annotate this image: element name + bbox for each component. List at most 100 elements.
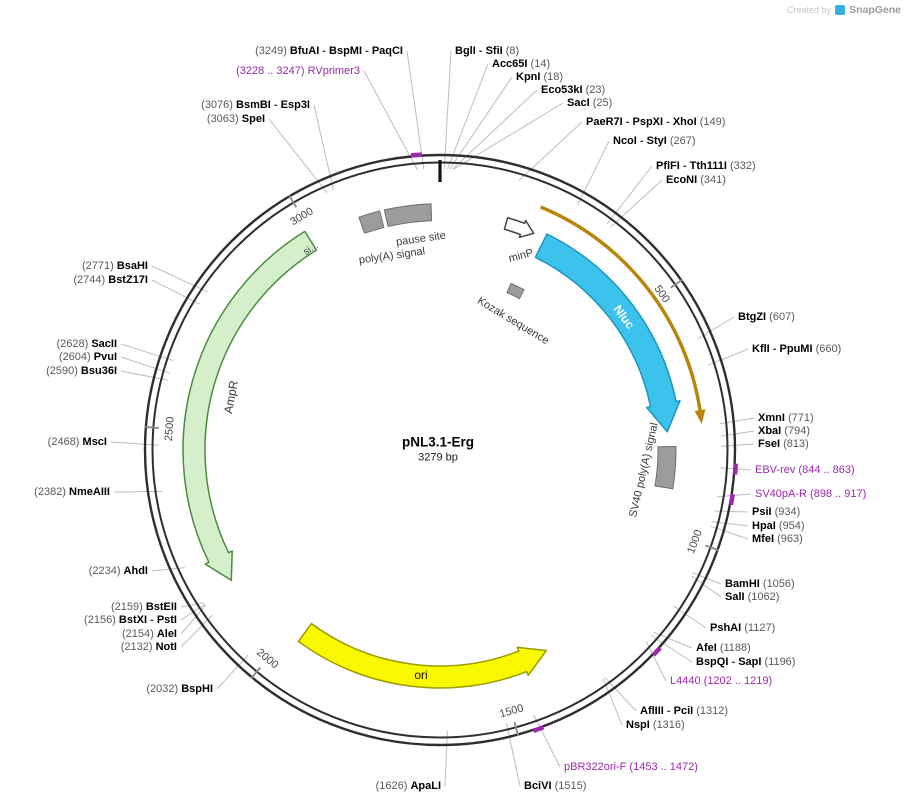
site-label-spei[interactable]: (3063) SpeI bbox=[207, 113, 265, 125]
site-label-paer7i[interactable]: PaeR7I - PspXI - XhoI (149) bbox=[586, 116, 725, 128]
feature-sv40-polya-signal-box[interactable] bbox=[654, 445, 677, 490]
leader-line bbox=[650, 635, 693, 663]
leader-line bbox=[577, 140, 610, 206]
site-position: (25) bbox=[592, 97, 613, 109]
enzyme-name: PaqCI bbox=[371, 45, 403, 57]
site-position: (898 .. 917) bbox=[810, 488, 867, 500]
leader-line bbox=[180, 602, 205, 608]
leader-line bbox=[151, 279, 201, 305]
enzyme-name: SalI bbox=[725, 591, 745, 603]
site-label-pflfi[interactable]: PflFI - Tth111I (332) bbox=[656, 160, 756, 172]
site-label-alei[interactable]: (2154) AleI bbox=[122, 628, 177, 640]
primer-mark-ebv-rev[interactable] bbox=[732, 463, 738, 475]
enzyme-name: KflI bbox=[752, 343, 770, 355]
site-label-eco53ki[interactable]: Eco53kI (23) bbox=[541, 84, 605, 96]
site-label-l4440[interactable]: L4440 (1202 .. 1219) bbox=[670, 675, 772, 687]
site-label-sv40pa-r[interactable]: SV40pA-R (898 .. 917) bbox=[755, 488, 866, 500]
feature-ampr[interactable] bbox=[182, 230, 318, 582]
enzyme-name: MscI bbox=[82, 436, 107, 448]
enzyme-name: Esp3I bbox=[280, 99, 310, 111]
site-label-btgzi[interactable]: BtgZI (607) bbox=[738, 311, 795, 323]
site-label-apali[interactable]: (1626) ApaLI bbox=[376, 780, 441, 792]
site-label-ncoi[interactable]: NcoI - StyI (267) bbox=[613, 135, 696, 147]
site-label-pshai[interactable]: PshAI (1127) bbox=[710, 622, 775, 634]
primer-mark-l4440[interactable] bbox=[651, 646, 662, 657]
site-label-psii[interactable]: PsiI (934) bbox=[752, 506, 800, 518]
feature-label-ori[interactable]: ori bbox=[414, 668, 428, 682]
site-label-xmni[interactable]: XmnI (771) bbox=[758, 412, 814, 424]
site-label-bsu36i[interactable]: (2590) Bsu36I bbox=[46, 365, 117, 377]
site-label-mfei[interactable]: MfeI (963) bbox=[752, 533, 803, 545]
site-label-bsteii[interactable]: (2159) BstEII bbox=[111, 601, 177, 613]
site-label-sali[interactable]: SalI (1062) bbox=[725, 591, 779, 603]
site-label-pvui[interactable]: (2604) PvuI bbox=[59, 351, 117, 363]
feature-kozak-box[interactable] bbox=[506, 282, 525, 300]
site-position: (771) bbox=[787, 412, 814, 424]
site-label-bgli[interactable]: BglI - SfiI (8) bbox=[455, 45, 519, 57]
feature-transcript-arrow[interactable] bbox=[540, 205, 702, 411]
site-position: (963) bbox=[777, 533, 803, 545]
enzyme-name: SfiI bbox=[485, 45, 503, 57]
enzyme-name: PciI bbox=[673, 705, 694, 717]
site-label-rvprimer3[interactable]: (3228 .. 3247) RVprimer3 bbox=[236, 65, 360, 77]
site-position: (3063) bbox=[206, 113, 239, 125]
separator: - bbox=[362, 45, 372, 57]
separator: - bbox=[319, 45, 330, 57]
site-label-nspi[interactable]: NspI (1316) bbox=[626, 719, 685, 731]
leader-line bbox=[610, 179, 663, 228]
site-position: (2132) bbox=[120, 641, 153, 653]
feature-nluc[interactable] bbox=[534, 233, 681, 433]
site-label-acc65i[interactable]: Acc65I (14) bbox=[492, 58, 550, 70]
site-label-bstxi[interactable]: (2156) BstXI - PstI bbox=[84, 614, 177, 626]
site-label-ahdi[interactable]: (2234) AhdI bbox=[89, 565, 148, 577]
enzyme-name: Acc65I bbox=[492, 58, 528, 70]
site-label-bsphi[interactable]: (2032) BspHI bbox=[146, 683, 213, 695]
bp-tick bbox=[144, 426, 159, 429]
site-label-kfli[interactable]: KflI - PpuMI (660) bbox=[752, 343, 841, 355]
enzyme-name: XmnI bbox=[758, 412, 785, 424]
enzyme-name: MfeI bbox=[752, 533, 774, 545]
site-label-kpni[interactable]: KpnI (18) bbox=[516, 71, 563, 83]
site-label-hpai[interactable]: HpaI (954) bbox=[752, 520, 805, 532]
site-label-sacii[interactable]: (2628) SacII bbox=[56, 338, 117, 350]
enzyme-name: SV40pA-R bbox=[755, 488, 807, 500]
site-label-bfuai[interactable]: (3249) BfuAI - BspMI - PaqCI bbox=[255, 45, 403, 57]
site-label-nmeaiii[interactable]: (2382) NmeAIII bbox=[34, 486, 110, 498]
leader-line bbox=[120, 343, 174, 362]
site-position: (2590) bbox=[46, 365, 78, 377]
feature-pause-site-box-1[interactable] bbox=[358, 210, 385, 234]
site-label-fsei[interactable]: FseI (813) bbox=[758, 438, 809, 450]
site-position: (2771) bbox=[81, 260, 114, 272]
separator: - bbox=[636, 135, 647, 147]
feature-minp[interactable] bbox=[503, 216, 535, 239]
site-label-ebv-rev[interactable]: EBV-rev (844 .. 863) bbox=[755, 464, 855, 476]
primer-mark-sv40pa-r[interactable] bbox=[728, 493, 735, 506]
site-position: (2744) bbox=[73, 274, 106, 286]
site-label-msci[interactable]: (2468) MscI bbox=[48, 436, 107, 448]
primer-mark-pbr322ori-f[interactable] bbox=[532, 725, 545, 734]
leader-line bbox=[518, 121, 583, 181]
site-label-xbai[interactable]: XbaI (794) bbox=[758, 425, 810, 437]
site-label-bsahi[interactable]: (2771) BsaHI bbox=[82, 260, 148, 272]
leader-line bbox=[449, 76, 513, 170]
site-label-pbr322ori-f[interactable]: pBR322ori-F (1453 .. 1472) bbox=[564, 761, 698, 773]
primer-mark-rvprimer3[interactable] bbox=[410, 152, 423, 158]
site-label-econi[interactable]: EcoNI (341) bbox=[666, 174, 726, 186]
feature-pause-site-box-2[interactable] bbox=[383, 203, 433, 227]
snapgene-brand: SnapGene bbox=[849, 4, 901, 16]
site-label-noti[interactable]: (2132) NotI bbox=[121, 641, 177, 653]
site-label-afliii[interactable]: AflIII - PciI (1312) bbox=[640, 705, 728, 717]
site-label-bspqi[interactable]: BspQI - SapI (1196) bbox=[696, 656, 795, 668]
site-label-saci[interactable]: SacI (25) bbox=[567, 97, 612, 109]
separator: - bbox=[663, 116, 673, 128]
site-label-afei[interactable]: AfeI (1188) bbox=[696, 642, 751, 654]
enzyme-name: PshAI bbox=[710, 622, 742, 634]
site-label-bamhi[interactable]: BamHI (1056) bbox=[725, 578, 795, 590]
site-label-bsmbi[interactable]: (3076) BsmBI - Esp3I bbox=[201, 99, 310, 111]
site-position: (267) bbox=[669, 135, 696, 147]
site-label-bcivi[interactable]: BciVI (1515) bbox=[524, 780, 586, 792]
site-label-bstz17i[interactable]: (2744) BstZ17I bbox=[73, 274, 148, 286]
leader-line bbox=[533, 714, 561, 768]
feature-ori[interactable] bbox=[297, 622, 548, 689]
